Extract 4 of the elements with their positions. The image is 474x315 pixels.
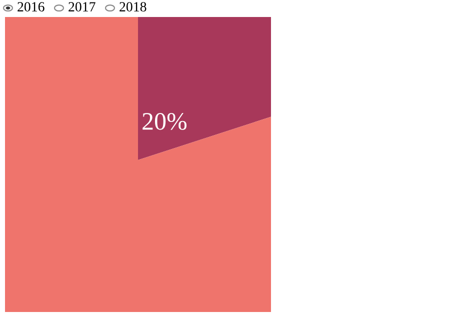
text: 2017 [68, 2, 96, 12]
data-label: 20% [142, 112, 187, 130]
text: 2018 [120, 2, 146, 12]
text: 2016 [18, 2, 44, 12]
